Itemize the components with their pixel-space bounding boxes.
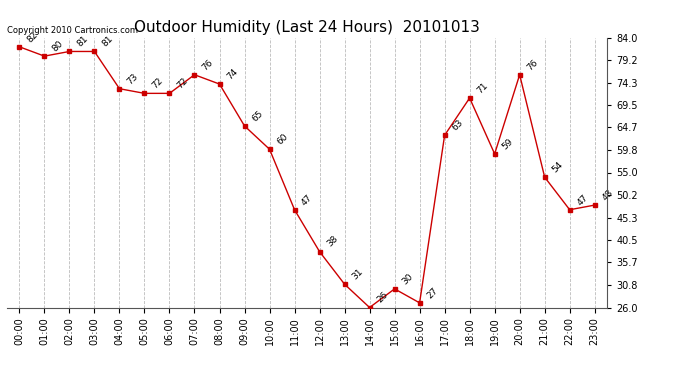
Text: 31: 31 (350, 267, 364, 282)
Text: 72: 72 (175, 76, 190, 91)
Text: 59: 59 (500, 136, 515, 151)
Text: 38: 38 (325, 234, 339, 249)
Text: 76: 76 (200, 57, 215, 72)
Text: 81: 81 (100, 34, 115, 49)
Title: Outdoor Humidity (Last 24 Hours)  20101013: Outdoor Humidity (Last 24 Hours) 2010101… (134, 20, 480, 35)
Text: 48: 48 (600, 188, 615, 202)
Text: Copyright 2010 Cartronics.com: Copyright 2010 Cartronics.com (7, 26, 138, 35)
Text: 54: 54 (550, 160, 564, 174)
Text: 80: 80 (50, 39, 64, 53)
Text: 71: 71 (475, 81, 490, 95)
Text: 82: 82 (25, 30, 39, 44)
Text: 81: 81 (75, 34, 90, 49)
Text: 73: 73 (125, 71, 139, 86)
Text: 47: 47 (575, 192, 590, 207)
Text: 47: 47 (300, 192, 315, 207)
Text: 26: 26 (375, 290, 390, 305)
Text: 60: 60 (275, 132, 290, 147)
Text: 74: 74 (225, 67, 239, 81)
Text: 72: 72 (150, 76, 164, 91)
Text: 76: 76 (525, 57, 540, 72)
Text: 30: 30 (400, 272, 415, 286)
Text: 65: 65 (250, 109, 264, 123)
Text: 27: 27 (425, 286, 440, 300)
Text: 63: 63 (450, 118, 464, 132)
